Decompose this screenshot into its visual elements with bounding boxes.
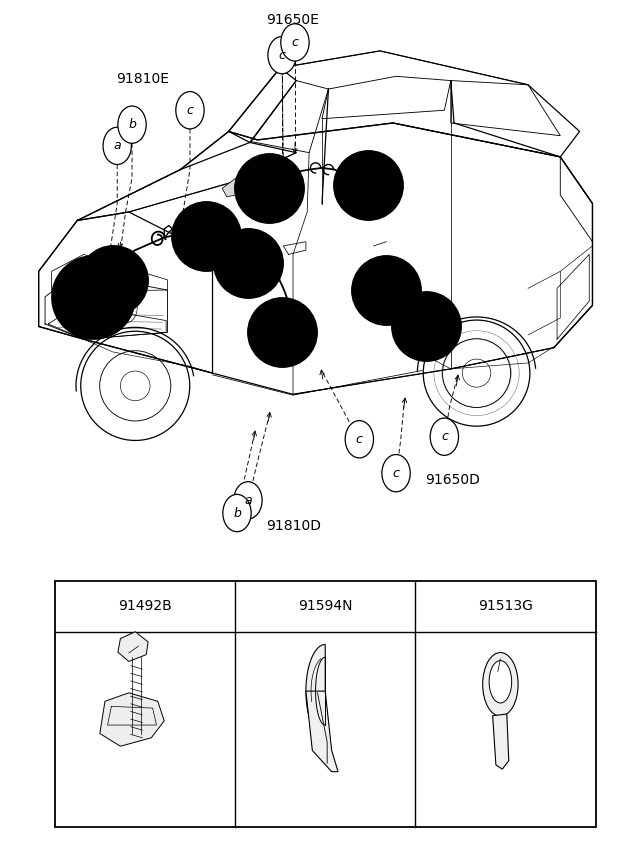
- Text: 91492B: 91492B: [118, 600, 171, 613]
- Text: a: a: [76, 600, 85, 613]
- Circle shape: [430, 418, 459, 455]
- Circle shape: [118, 106, 146, 143]
- Bar: [55, 581, 596, 827]
- Text: c: c: [292, 36, 298, 49]
- Circle shape: [248, 589, 274, 623]
- Circle shape: [281, 24, 309, 61]
- Circle shape: [176, 92, 204, 129]
- Circle shape: [382, 455, 410, 492]
- Polygon shape: [100, 693, 164, 746]
- Circle shape: [223, 494, 251, 532]
- Circle shape: [345, 421, 374, 458]
- Text: a: a: [244, 494, 252, 507]
- Text: c: c: [393, 466, 399, 480]
- Ellipse shape: [489, 661, 511, 703]
- Text: 91810E: 91810E: [117, 72, 169, 86]
- Text: c: c: [356, 432, 363, 446]
- Circle shape: [103, 127, 131, 165]
- Polygon shape: [222, 176, 250, 197]
- Polygon shape: [493, 714, 509, 769]
- Text: 91650D: 91650D: [425, 473, 480, 488]
- Text: c: c: [437, 600, 445, 613]
- Text: c: c: [187, 103, 193, 117]
- Circle shape: [234, 482, 262, 519]
- Ellipse shape: [482, 653, 518, 716]
- Text: b: b: [128, 118, 136, 131]
- Text: a: a: [113, 139, 121, 153]
- Circle shape: [268, 36, 296, 74]
- Text: 91810D: 91810D: [266, 519, 321, 533]
- Circle shape: [428, 589, 454, 623]
- Text: c: c: [279, 48, 285, 62]
- Text: b: b: [233, 506, 241, 520]
- Text: 91513G: 91513G: [478, 600, 533, 613]
- Text: 91650E: 91650E: [267, 13, 319, 27]
- Circle shape: [68, 589, 93, 623]
- Polygon shape: [118, 632, 148, 661]
- Polygon shape: [306, 691, 338, 772]
- Text: b: b: [256, 600, 265, 613]
- Text: 91594N: 91594N: [298, 600, 353, 613]
- Text: c: c: [441, 430, 448, 444]
- Polygon shape: [306, 644, 325, 738]
